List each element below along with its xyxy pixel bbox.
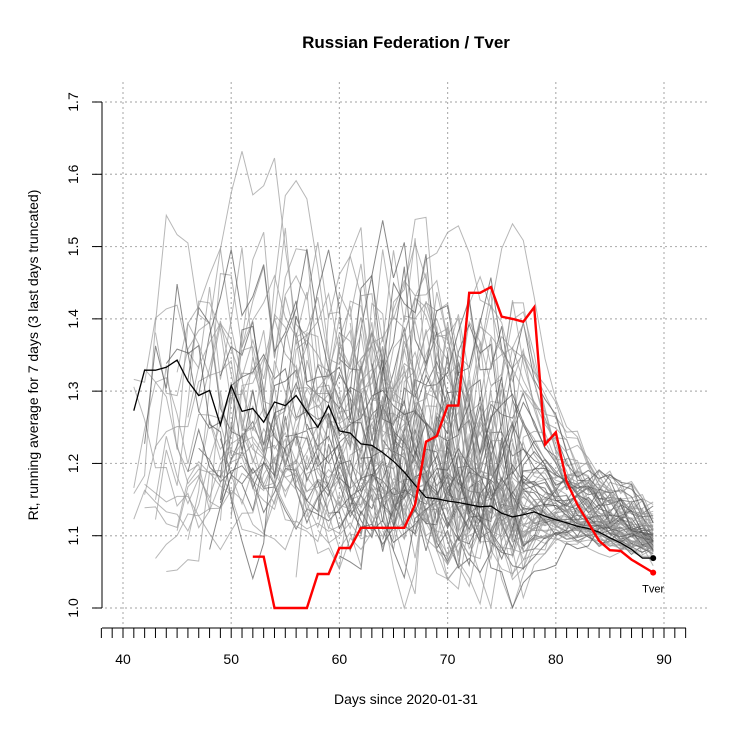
x-tick-label: 40 (115, 651, 131, 667)
chart-title: Russian Federation / Tver (302, 33, 510, 52)
region-line (155, 459, 654, 559)
tver-line (252, 285, 654, 610)
y-axis-label: Rt, running average for 7 days (3 last d… (25, 190, 41, 521)
y-tick-label: 1.5 (65, 237, 81, 257)
x-tick-label: 80 (548, 651, 564, 667)
y-tick-label: 1.3 (65, 381, 81, 401)
region-line (360, 254, 654, 544)
region-line (371, 353, 654, 524)
region-line (328, 389, 654, 550)
x-tick-label: 90 (656, 651, 672, 667)
region-line (295, 423, 654, 546)
region-line (155, 300, 654, 549)
region-line (284, 302, 654, 590)
y-tick-label: 1.4 (65, 309, 81, 329)
region-line (328, 271, 654, 526)
y-tick-label: 1.7 (65, 92, 81, 112)
region-line (187, 291, 654, 606)
region-line (187, 369, 654, 609)
x-tick-label: 70 (440, 651, 456, 667)
y-tick-label: 1.1 (65, 526, 81, 546)
national-series (133, 359, 657, 562)
highlight-series: Tver (252, 285, 665, 610)
series-label: Tver (642, 584, 664, 596)
x-tick-label: 50 (223, 651, 239, 667)
national-line (133, 359, 654, 559)
tver-end-point (650, 569, 657, 576)
region-line (328, 314, 654, 545)
region-line (295, 364, 654, 537)
axes: 1.0 1.1 1.2 1.3 1.4 1.5 1.6 1.7 40 50 60 70 80 90 (65, 92, 687, 667)
national-end-point (650, 555, 657, 562)
region-line (382, 447, 654, 542)
region-line (209, 421, 654, 546)
x-tick-label: 60 (332, 651, 348, 667)
region-line (155, 321, 654, 588)
region-line (371, 396, 654, 553)
region-series-lines (133, 151, 654, 610)
region-line (393, 225, 654, 520)
y-tick-label: 1.0 (65, 598, 81, 618)
region-line (144, 248, 654, 581)
region-line (198, 443, 654, 566)
y-tick-label: 1.2 (65, 453, 81, 473)
y-tick-label: 1.6 (65, 164, 81, 184)
region-line (371, 216, 654, 542)
x-axis-label: Days since 2020-01-31 (334, 691, 478, 707)
